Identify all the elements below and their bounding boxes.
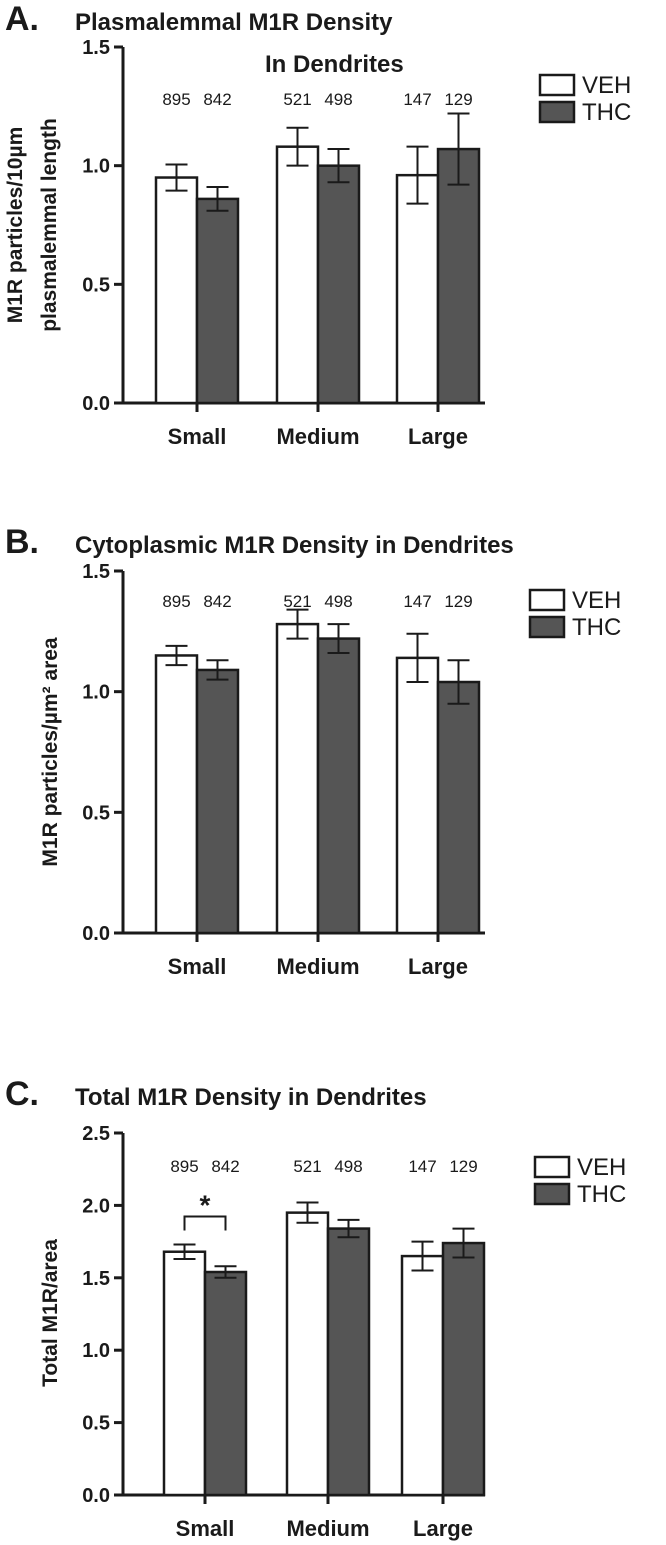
panel-C: C. Total M1R Density in Dendrites Total M1… <box>5 1075 626 1541</box>
n-label: 147 <box>403 592 431 611</box>
panel-letter: C. <box>5 1075 39 1113</box>
n-label: 521 <box>293 1157 321 1176</box>
y-tick-label: 0.5 <box>82 274 110 296</box>
legend-swatch-veh <box>533 1155 571 1179</box>
bar-thc <box>441 1241 486 1497</box>
n-label: 498 <box>324 90 352 109</box>
bar-veh <box>275 145 320 405</box>
bar-thc <box>436 680 481 935</box>
n-label: 895 <box>162 592 190 611</box>
legend-label-thc: THC <box>582 99 631 126</box>
n-label: 129 <box>444 592 472 611</box>
x-category-label: Small <box>168 954 227 979</box>
y-tick-label: 0.0 <box>82 1485 110 1507</box>
bar-thc <box>195 197 240 405</box>
x-category-label: Large <box>408 424 468 449</box>
x-category-label: Small <box>168 424 227 449</box>
legend-swatch-thc <box>538 100 576 124</box>
n-label: 521 <box>283 592 311 611</box>
y-axis-label: M1R particles/µm² area <box>39 637 62 867</box>
n-label: 129 <box>444 90 472 109</box>
legend-swatch-thc <box>533 1182 571 1206</box>
panel-A: A. Plasmalemmal M1R Density In Dendrites M1… <box>4 0 631 449</box>
y-tick-label: 1.0 <box>82 1340 110 1362</box>
n-label: 895 <box>162 90 190 109</box>
panel-B: B. Cytoplasmic M1R Density in Dendrites M1… <box>5 523 621 979</box>
y-axis-label: plasmalemmal length <box>38 118 61 332</box>
n-label: 498 <box>324 592 352 611</box>
n-label: 147 <box>408 1157 436 1176</box>
n-label: 147 <box>403 90 431 109</box>
y-tick-label: 1.5 <box>82 37 110 59</box>
y-tick-label: 1.5 <box>82 561 110 583</box>
legend-label-veh: VEH <box>577 1154 626 1181</box>
bar-thc <box>316 637 361 935</box>
legend-label-thc: THC <box>572 614 621 641</box>
panel-letter: B. <box>5 523 39 561</box>
bar-veh <box>395 656 440 935</box>
y-tick-label: 0.5 <box>82 802 110 824</box>
bar-thc <box>203 1270 248 1497</box>
bar-thc <box>316 164 361 405</box>
chart-title: In Dendrites <box>265 51 404 78</box>
panel-letter: A. <box>5 0 39 38</box>
x-category-label: Large <box>413 1516 473 1541</box>
n-label: 842 <box>211 1157 239 1176</box>
significance-marker: * <box>200 1189 211 1220</box>
legend-swatch-veh <box>528 588 566 612</box>
bar-veh <box>395 173 440 405</box>
chart-title: Total M1R Density in Dendrites <box>75 1084 427 1111</box>
bar-thc <box>326 1227 371 1497</box>
y-tick-label: 1.5 <box>82 1268 110 1290</box>
y-axis-label: M1R particles/10µm <box>4 127 27 324</box>
legend-label-thc: THC <box>577 1181 626 1208</box>
y-tick-label: 0.5 <box>82 1413 110 1435</box>
n-label: 842 <box>203 90 231 109</box>
y-tick-label: 1.0 <box>82 682 110 704</box>
bar-veh <box>162 1250 207 1497</box>
n-label: 498 <box>334 1157 362 1176</box>
bar-veh <box>154 176 199 405</box>
significance-bracket <box>183 1215 227 1231</box>
bar-thc <box>195 668 240 935</box>
bar-veh <box>275 622 320 935</box>
n-label: 842 <box>203 592 231 611</box>
bar-veh <box>400 1254 445 1497</box>
n-label: 129 <box>449 1157 477 1176</box>
x-category-label: Medium <box>276 954 359 979</box>
x-category-label: Medium <box>276 424 359 449</box>
legend-swatch-veh <box>538 73 576 97</box>
y-tick-label: 0.0 <box>82 393 110 415</box>
x-category-label: Medium <box>286 1516 369 1541</box>
y-tick-label: 1.0 <box>82 156 110 178</box>
legend-label-veh: VEH <box>572 587 621 614</box>
n-label: 895 <box>170 1157 198 1176</box>
legend-label-veh: VEH <box>582 72 631 99</box>
legend-swatch-thc <box>528 615 566 639</box>
chart-title: Cytoplasmic M1R Density in Dendrites <box>75 532 514 559</box>
x-category-label: Large <box>408 954 468 979</box>
chart-title: Plasmalemmal M1R Density <box>75 9 393 36</box>
bar-thc <box>436 147 481 405</box>
y-axis-label: Total M1R/area <box>39 1239 62 1387</box>
y-tick-label: 2.0 <box>82 1195 110 1217</box>
x-category-label: Small <box>176 1516 235 1541</box>
y-tick-label: 0.0 <box>82 923 110 945</box>
bar-veh <box>154 654 199 935</box>
n-label: 521 <box>283 90 311 109</box>
y-tick-label: 2.5 <box>82 1123 110 1145</box>
bar-veh <box>285 1211 330 1497</box>
